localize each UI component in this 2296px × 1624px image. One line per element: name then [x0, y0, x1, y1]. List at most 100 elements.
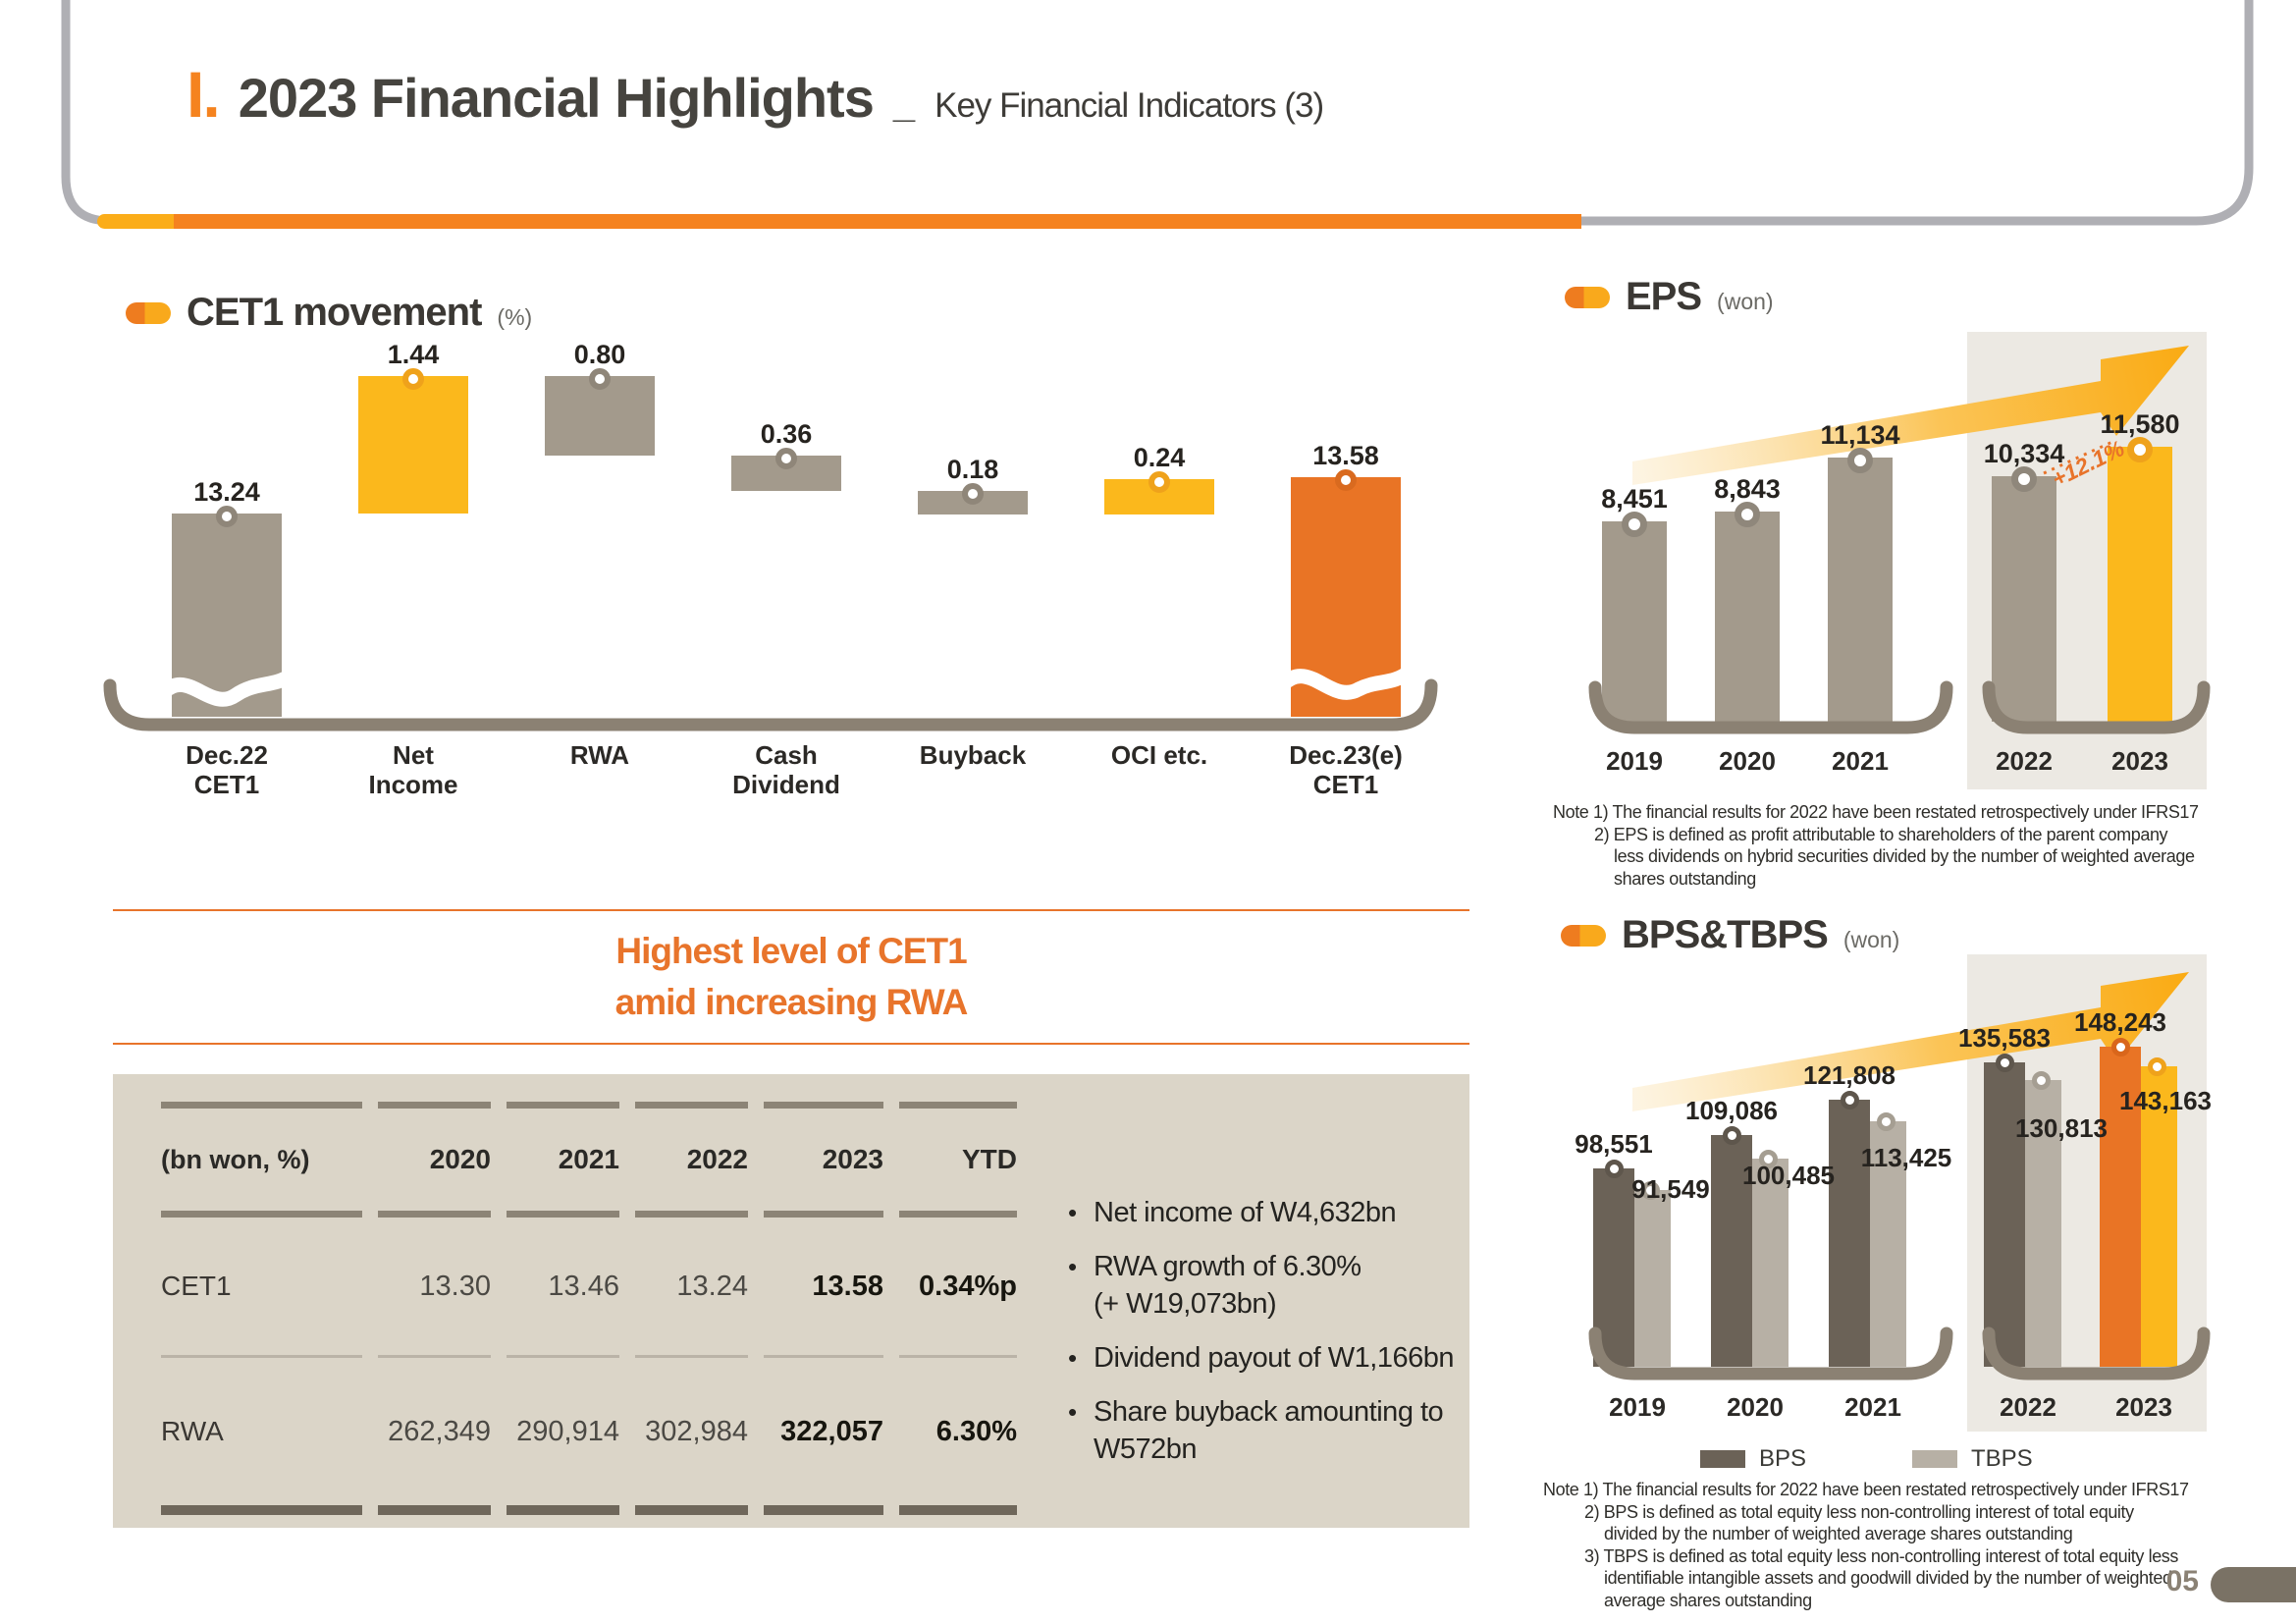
bullet-text: RWA growth of 6.30%: [1094, 1251, 1362, 1282]
list-item: Share buyback amounting to W572bn: [1066, 1393, 1470, 1468]
cet1-chart-title: CET1 movement: [187, 291, 482, 334]
category-label: 2020: [1727, 1392, 1784, 1422]
table-col-header: 2020: [378, 1102, 491, 1218]
list-item: Net income of W4,632bn: [1066, 1194, 1470, 1231]
category-label: 2022: [1996, 746, 2053, 776]
eps-notes: Note 1) The financial results for 2022 h…: [1553, 801, 2199, 890]
eps-bar-2020: [1715, 512, 1780, 722]
table-cell: 302,984: [635, 1358, 748, 1515]
section-numeral: I.: [187, 58, 221, 131]
category-label: Dec.22: [186, 740, 268, 770]
bar-value-label: 11,580: [2100, 409, 2180, 439]
divider-line: [113, 1043, 1469, 1045]
bullet-text: Net income of W4,632bn: [1094, 1197, 1397, 1228]
category-label: Dec.23(e): [1289, 740, 1403, 770]
tbps-bar-2021: [1865, 1121, 1906, 1367]
page-title-text: 2023 Financial Highlights: [238, 67, 875, 129]
header-accent-bar: [97, 214, 1581, 229]
bar-value-label: 143,163: [2119, 1086, 2212, 1115]
note-line: Note 1) The financial results for 2022 h…: [1553, 802, 2199, 822]
page-number: 05: [2165, 1565, 2199, 1597]
table-cell: 13.46: [507, 1218, 619, 1358]
pin-marker: [2127, 437, 2153, 462]
tbps-bar-2022: [2020, 1080, 2061, 1367]
category-label: Cash: [755, 740, 818, 770]
bar-value-label: 113,425: [1860, 1143, 1952, 1172]
table-cell: 0.34%p: [899, 1218, 1017, 1358]
note-line: Note 1) The financial results for 2022 h…: [1543, 1480, 2189, 1499]
pin-marker: [402, 368, 424, 390]
tbps-bar-2023: [2136, 1066, 2177, 1367]
bar-value-label: 13.24: [193, 477, 260, 507]
bps-chart-unit: (won): [1842, 927, 1900, 952]
bullet-text: Share buyback amounting to W572bn: [1094, 1396, 1444, 1465]
cet1-section-header: CET1 movement (%): [126, 291, 532, 335]
pin-marker: [2032, 1071, 2051, 1090]
bps-section-header: BPS&TBPS (won): [1561, 913, 1899, 957]
table-row: CET1 13.30 13.46 13.24 13.58 0.34%p: [161, 1218, 1017, 1358]
bar-value-label: 11,134: [1820, 420, 1900, 450]
pin-marker: [216, 506, 238, 527]
bar-value-label: 0.80: [573, 340, 626, 369]
row-name: RWA: [161, 1358, 362, 1515]
tbps-legend-label: TBPS: [1971, 1445, 2033, 1472]
table-cell: 13.24: [635, 1218, 748, 1358]
bps-bar-2021: [1829, 1100, 1870, 1367]
pin-marker: [1847, 448, 1873, 473]
pin-marker: [1996, 1054, 2014, 1072]
tbps-bar-2019: [1629, 1190, 1671, 1367]
pin-marker: [2111, 1038, 2130, 1056]
list-item: RWA growth of 6.30% (+ W19,073bn): [1066, 1248, 1470, 1323]
category-label: CET1: [1312, 770, 1379, 799]
table-cell: 290,914: [507, 1358, 619, 1515]
eps-chart-title: EPS: [1626, 275, 1702, 318]
category-label: 2023: [2115, 1392, 2172, 1422]
note-line: 3) TBPS is defined as total equity less …: [1584, 1545, 2179, 1566]
bar-value-label: 121,808: [1803, 1060, 1896, 1090]
summary-heading-line1: Highest level of CET1: [615, 931, 967, 971]
page-subtitle-text: Key Financial Indicators (3): [934, 86, 1324, 125]
table-row: RWA 262,349 290,914 302,984 322,057 6.30…: [161, 1358, 1017, 1515]
table-cell: 13.58: [764, 1218, 883, 1358]
eps-bar-2021: [1828, 458, 1893, 722]
page-number-bar: [2211, 1567, 2296, 1602]
title-separator: _: [892, 82, 916, 126]
table-cell: 6.30%: [899, 1358, 1017, 1515]
list-item: Dividend payout of W1,166bn: [1066, 1339, 1470, 1377]
note-line: 2) BPS is defined as total equity less n…: [1584, 1501, 2134, 1522]
pin-marker: [1759, 1150, 1778, 1168]
table-cell: 262,349: [378, 1358, 491, 1515]
table-cell: 13.30: [378, 1218, 491, 1358]
table-unit-header: (bn won, %): [161, 1102, 362, 1218]
eps-section-header: EPS (won): [1565, 275, 1774, 319]
category-label: 2021: [1832, 746, 1889, 776]
table-col-header: 2023: [764, 1102, 883, 1218]
category-label: 2019: [1606, 746, 1663, 776]
waterfall-axis-tray: [103, 678, 1438, 731]
note-line: average shares outstanding: [1604, 1590, 1812, 1610]
bps-legend-item: BPS: [1700, 1445, 1806, 1473]
pin-marker: [2148, 1057, 2166, 1076]
pin-marker: [1148, 471, 1170, 493]
row-name: CET1: [161, 1218, 362, 1358]
cet1-chart-unit: (%): [497, 304, 533, 330]
category-label: OCI etc.: [1110, 740, 1208, 770]
bar-value-label: 91,549: [1631, 1174, 1710, 1204]
summary-bullets: Net income of W4,632bn RWA growth of 6.3…: [1066, 1194, 1470, 1485]
pin-marker: [1841, 1091, 1859, 1110]
waterfall-bar-dec22: [172, 514, 282, 717]
pin-marker: [2011, 466, 2037, 492]
summary-heading-line2: amid increasing RWA: [614, 982, 969, 1022]
tbps-legend-item: TBPS: [1912, 1445, 2033, 1473]
bar-value-label: 100,485: [1742, 1161, 1835, 1190]
pin-marker: [589, 368, 611, 390]
pin-marker: [1723, 1126, 1741, 1145]
bar-value-label: 98,551: [1575, 1129, 1653, 1159]
category-label: Net: [393, 740, 434, 770]
pin-marker: [775, 448, 797, 469]
pin-marker: [1622, 512, 1647, 537]
table-col-header: YTD: [899, 1102, 1017, 1218]
bullet-text: (+ W19,073bn): [1094, 1288, 1277, 1320]
section-pill-icon: [1565, 286, 1610, 308]
